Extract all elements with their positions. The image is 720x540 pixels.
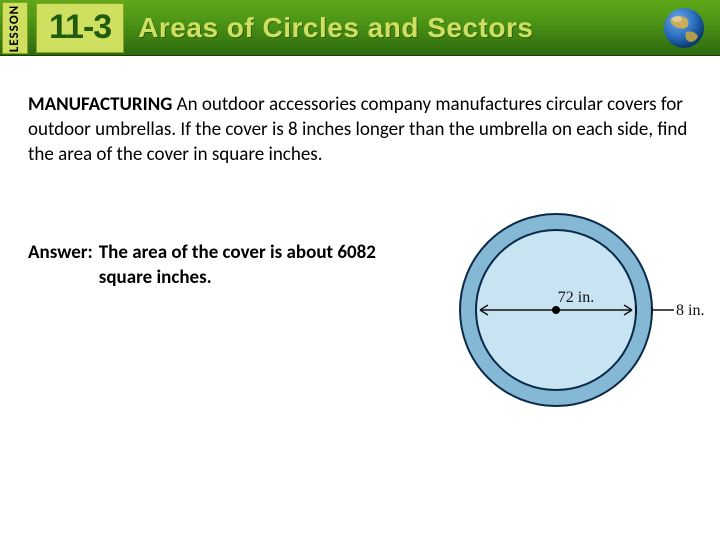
problem-lead: MANUFACTURING [28, 93, 172, 116]
lesson-tab: LESSON [2, 2, 28, 54]
lesson-tab-label: LESSON [8, 4, 23, 51]
circle-diagram: 72 in. 8 in. [436, 196, 714, 424]
center-dot [552, 306, 560, 314]
diameter-label: 72 in. [558, 289, 594, 306]
globe-icon [662, 6, 706, 50]
lesson-header: LESSON 11-3 Areas of Circles and Sectors [0, 0, 720, 56]
answer-label: Answer: [28, 241, 93, 264]
problem-text: MANUFACTURING An outdoor accessories com… [28, 92, 692, 167]
lesson-number: 11-3 [49, 8, 111, 47]
slide-content: MANUFACTURING An outdoor accessories com… [0, 56, 720, 291]
lesson-title: Areas of Circles and Sectors [138, 12, 533, 44]
extension-label: 8 in. [676, 302, 704, 319]
answer-text: The area of the cover is about 6082 squa… [99, 241, 379, 290]
lesson-number-box: 11-3 [36, 3, 124, 53]
